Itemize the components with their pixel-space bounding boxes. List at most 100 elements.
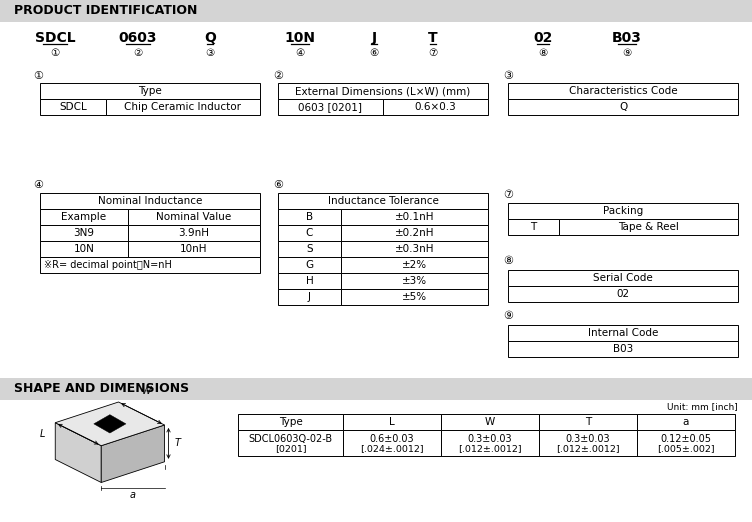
Text: 10N: 10N bbox=[284, 31, 316, 45]
Text: J: J bbox=[308, 292, 311, 302]
Text: ±0.1nH: ±0.1nH bbox=[395, 212, 434, 222]
Text: Type: Type bbox=[279, 417, 302, 427]
Text: 0.3±0.03: 0.3±0.03 bbox=[468, 434, 512, 444]
Text: SHAPE AND DIMENSIONS: SHAPE AND DIMENSIONS bbox=[14, 383, 189, 396]
Text: Tape & Reel: Tape & Reel bbox=[618, 222, 679, 232]
Bar bbox=[637, 430, 735, 456]
Bar bbox=[508, 83, 738, 99]
Bar bbox=[40, 83, 260, 99]
Text: ②: ② bbox=[133, 48, 143, 58]
Text: 02: 02 bbox=[533, 31, 553, 45]
Bar bbox=[278, 273, 341, 289]
Bar bbox=[508, 286, 738, 302]
Bar bbox=[508, 203, 738, 219]
Bar bbox=[40, 193, 260, 209]
Bar bbox=[343, 414, 441, 430]
Text: ④: ④ bbox=[296, 48, 305, 58]
Bar bbox=[278, 99, 383, 115]
Text: Q: Q bbox=[204, 31, 216, 45]
Polygon shape bbox=[55, 423, 102, 482]
Text: Q: Q bbox=[619, 102, 627, 112]
Text: [0201]: [0201] bbox=[274, 444, 306, 453]
Bar bbox=[128, 209, 260, 225]
Text: ±3%: ±3% bbox=[402, 276, 427, 286]
Text: 0603 [0201]: 0603 [0201] bbox=[299, 102, 362, 112]
Bar bbox=[0, 378, 752, 400]
Text: [.005±.002]: [.005±.002] bbox=[657, 444, 715, 453]
Bar bbox=[40, 99, 106, 115]
Text: Unit: mm [inch]: Unit: mm [inch] bbox=[667, 402, 738, 411]
Text: a: a bbox=[683, 417, 689, 427]
Text: H: H bbox=[305, 276, 314, 286]
Text: a: a bbox=[130, 491, 136, 501]
Bar bbox=[383, 99, 488, 115]
Bar bbox=[341, 209, 488, 225]
Text: B03: B03 bbox=[612, 31, 642, 45]
Text: [.024±.0012]: [.024±.0012] bbox=[360, 444, 424, 453]
Text: 0.12±0.05: 0.12±0.05 bbox=[660, 434, 711, 444]
Bar bbox=[508, 219, 559, 235]
Bar bbox=[278, 257, 341, 273]
Text: T: T bbox=[428, 31, 438, 45]
Bar bbox=[508, 341, 738, 357]
Text: Type: Type bbox=[138, 86, 162, 96]
Bar bbox=[128, 241, 260, 257]
Text: [.012±.0012]: [.012±.0012] bbox=[458, 444, 522, 453]
Text: C: C bbox=[306, 228, 313, 238]
Text: PRODUCT IDENTIFICATION: PRODUCT IDENTIFICATION bbox=[14, 5, 197, 18]
Bar bbox=[508, 99, 738, 115]
Text: Packing: Packing bbox=[603, 206, 643, 216]
Bar bbox=[341, 225, 488, 241]
Text: External Dimensions (L×W) (mm): External Dimensions (L×W) (mm) bbox=[296, 86, 471, 96]
Polygon shape bbox=[55, 402, 165, 446]
Text: ±0.3nH: ±0.3nH bbox=[395, 244, 434, 254]
Text: ±0.2nH: ±0.2nH bbox=[395, 228, 434, 238]
Text: Nominal Inductance: Nominal Inductance bbox=[98, 196, 202, 206]
Text: ※R= decimal point，N=nH: ※R= decimal point，N=nH bbox=[44, 260, 172, 270]
Bar bbox=[539, 414, 637, 430]
Text: Serial Code: Serial Code bbox=[593, 273, 653, 283]
Text: ③: ③ bbox=[503, 71, 513, 81]
Bar bbox=[238, 430, 343, 456]
Text: G: G bbox=[305, 260, 314, 270]
Text: 3N9: 3N9 bbox=[74, 228, 95, 238]
Bar bbox=[278, 289, 341, 305]
Bar bbox=[0, 0, 752, 22]
Bar bbox=[508, 270, 738, 286]
Bar bbox=[40, 241, 128, 257]
Text: 3.9nH: 3.9nH bbox=[178, 228, 210, 238]
Text: B03: B03 bbox=[613, 344, 633, 354]
Text: Internal Code: Internal Code bbox=[588, 328, 658, 338]
Text: ③: ③ bbox=[205, 48, 214, 58]
Bar bbox=[40, 225, 128, 241]
Bar bbox=[559, 219, 738, 235]
Text: Nominal Value: Nominal Value bbox=[156, 212, 232, 222]
Text: SDCL: SDCL bbox=[59, 102, 87, 112]
Text: 02: 02 bbox=[617, 289, 629, 299]
Text: W: W bbox=[141, 386, 150, 396]
Text: S: S bbox=[306, 244, 313, 254]
Bar bbox=[539, 430, 637, 456]
Text: 0603: 0603 bbox=[119, 31, 157, 45]
Text: SDCL: SDCL bbox=[35, 31, 75, 45]
Bar bbox=[341, 241, 488, 257]
Bar bbox=[508, 325, 738, 341]
Text: W: W bbox=[485, 417, 495, 427]
Text: ⑦: ⑦ bbox=[429, 48, 438, 58]
Text: Inductance Tolerance: Inductance Tolerance bbox=[328, 196, 438, 206]
Bar bbox=[341, 289, 488, 305]
Bar bbox=[278, 225, 341, 241]
Text: ①: ① bbox=[50, 48, 59, 58]
Bar bbox=[278, 209, 341, 225]
Text: ⑥: ⑥ bbox=[273, 180, 283, 190]
Bar bbox=[40, 257, 260, 273]
Bar bbox=[238, 414, 343, 430]
Bar bbox=[128, 225, 260, 241]
Text: L: L bbox=[40, 429, 45, 439]
Bar bbox=[278, 193, 488, 209]
Text: ⑧: ⑧ bbox=[538, 48, 547, 58]
Text: ⑨: ⑨ bbox=[623, 48, 632, 58]
Bar bbox=[441, 414, 539, 430]
Bar bbox=[40, 209, 128, 225]
Text: ±2%: ±2% bbox=[402, 260, 427, 270]
